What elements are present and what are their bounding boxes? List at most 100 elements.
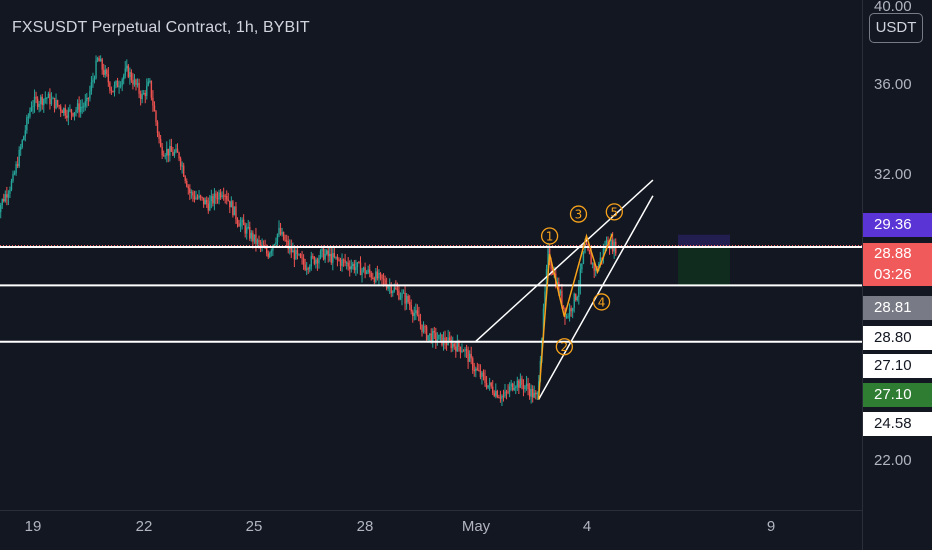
candle-body: [230, 201, 233, 208]
candle-body: [427, 335, 429, 341]
candle-body: [227, 199, 229, 201]
candle-body: [476, 368, 479, 370]
candle-body: [239, 222, 242, 227]
candle-body: [296, 250, 299, 255]
candle-body: [127, 65, 130, 78]
candle-body: [292, 250, 294, 253]
last-price-badge[interactable]: 28.88: [863, 243, 932, 265]
y-tick-label: 32.00: [874, 166, 912, 183]
candle-body: [110, 89, 113, 91]
candle-body: [542, 308, 545, 339]
candle-body: [155, 111, 157, 123]
candle-body: [396, 289, 399, 291]
candle-body: [519, 378, 522, 388]
candle-body: [267, 253, 269, 258]
wave-label-circle: [569, 205, 588, 223]
candle-body: [164, 155, 166, 157]
candle-body: [249, 226, 251, 239]
candle-body: [347, 262, 349, 267]
candle-body: [333, 253, 336, 258]
candle-body: [399, 297, 402, 300]
candle-body: [38, 103, 40, 107]
y-tick-label: 36.00: [874, 76, 912, 93]
candle-body: [298, 254, 300, 256]
x-tick-label: 28: [356, 518, 374, 535]
candle-body: [487, 385, 489, 388]
candle-body: [144, 93, 146, 97]
candle-body: [279, 227, 282, 235]
candle-body: [456, 340, 459, 352]
stop-price-badge[interactable]: 27.10: [863, 383, 932, 407]
candle-body: [591, 263, 594, 265]
candle-body: [544, 291, 546, 309]
candle-body: [192, 192, 194, 196]
candle-body: [207, 203, 209, 211]
level-price-badge[interactable]: 28.80: [863, 326, 932, 350]
candle-body: [515, 386, 517, 389]
candle-body: [241, 219, 243, 223]
candle-body: [252, 232, 254, 242]
candle-body: [301, 257, 303, 259]
candle-body: [485, 382, 488, 388]
candle-body: [139, 93, 142, 100]
candle-body: [202, 197, 205, 205]
x-tick-label: 19: [24, 518, 42, 535]
candle-body: [70, 109, 73, 114]
candle-body: [201, 197, 203, 199]
candle-body: [287, 240, 289, 249]
candle-body: [459, 346, 462, 352]
candle-body: [143, 93, 145, 95]
candle-body: [507, 391, 509, 393]
candle-body: [187, 186, 189, 189]
candle-body: [444, 337, 446, 344]
candle-body: [455, 346, 457, 352]
candle-body: [30, 107, 33, 111]
horizontal-levels: [0, 244, 862, 343]
candle-body: [402, 292, 405, 294]
candle-body: [439, 334, 442, 336]
candles: [0, 55, 617, 407]
candle-body: [475, 368, 477, 372]
candle-body: [584, 243, 586, 253]
candle-body: [322, 248, 325, 260]
candle-body: [6, 194, 8, 198]
candle-body: [226, 196, 228, 200]
candle-body: [425, 326, 428, 341]
candle-body: [66, 115, 68, 118]
candle-body: [432, 331, 434, 343]
candle-body: [238, 223, 240, 227]
candle-body: [481, 372, 483, 378]
candle-body: [404, 292, 406, 304]
candle-body: [92, 79, 94, 83]
candle-body: [362, 267, 365, 271]
candle-body: [588, 250, 591, 255]
candle-body: [321, 248, 323, 251]
candle-body: [36, 98, 39, 107]
candle-body: [369, 269, 371, 274]
currency-button[interactable]: USDT: [869, 13, 923, 43]
candle-body: [4, 194, 7, 202]
candle-body: [339, 260, 342, 266]
candle-body: [385, 284, 388, 289]
candle-body: [41, 96, 43, 106]
level-price-badge[interactable]: 28.81: [863, 296, 932, 320]
candle-body: [299, 254, 302, 258]
candle-body: [435, 332, 437, 342]
candle-body: [413, 313, 415, 316]
level-price-badge[interactable]: 24.58: [863, 412, 932, 436]
candle-body: [353, 263, 356, 271]
candle-body: [173, 152, 176, 156]
target-price-badge[interactable]: 29.36: [863, 213, 932, 237]
candle-body: [510, 383, 512, 387]
candle-body: [313, 256, 316, 264]
candle-body: [605, 239, 608, 249]
candle-body: [501, 395, 503, 399]
candle-body: [219, 192, 222, 198]
level-price-badge[interactable]: 27.10: [863, 354, 932, 378]
position-target-zone: [678, 234, 730, 248]
candle-body: [269, 252, 271, 258]
candle-body: [430, 333, 432, 343]
candle-body: [498, 397, 500, 399]
